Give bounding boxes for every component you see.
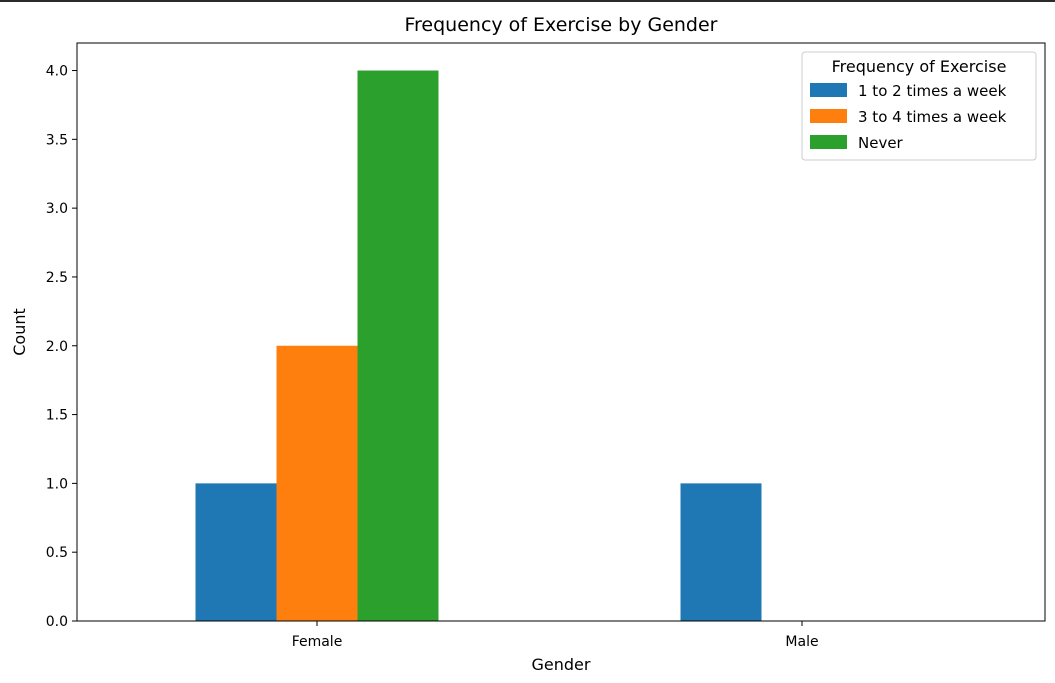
y-axis-label: Count	[10, 308, 29, 356]
y-tick-label: 3.0	[46, 201, 68, 217]
bar-male-series-1	[680, 483, 762, 621]
x-axis-label: Gender	[532, 655, 591, 674]
legend-frame	[801, 51, 1037, 161]
bar-female-series-1	[195, 483, 277, 621]
legend-entry-label: 3 to 4 times a week	[858, 108, 1007, 126]
y-tick-label: 2.5	[46, 270, 68, 286]
bar-female-series-2	[276, 345, 358, 621]
x-tick-label: Male	[785, 634, 818, 650]
top-border	[0, 0, 1055, 2]
legend-entry-label: 1 to 2 times a week	[858, 82, 1007, 100]
y-tick-label: 0.0	[46, 614, 68, 630]
axes-frame	[76, 42, 1046, 622]
y-tick-label: 0.5	[46, 545, 68, 561]
plot-area	[195, 70, 762, 622]
y-tick-label: 1.0	[46, 476, 68, 492]
y-axis: 0.0 0.5 1.0 1.5 2.0 2.5 3.0 3.5 4.0	[46, 64, 77, 630]
y-tick-label: 2.0	[46, 339, 68, 355]
y-tick-label: 3.5	[46, 132, 68, 148]
chart-title: Frequency of Exercise by Gender	[404, 14, 717, 36]
legend-swatch	[810, 135, 847, 149]
legend-entry-label: Never	[858, 134, 904, 152]
legend-swatch	[810, 109, 847, 123]
x-tick-label: Female	[292, 634, 343, 650]
y-tick-label: 1.5	[46, 408, 68, 424]
y-tick-label: 4.0	[46, 64, 68, 80]
legend-swatch	[810, 83, 847, 97]
bar-female-series-3	[357, 70, 439, 622]
x-axis: Female Male	[292, 621, 819, 650]
legend: Frequency of Exercise 1 to 2 times a wee…	[801, 51, 1037, 161]
legend-title: Frequency of Exercise	[832, 57, 1007, 76]
